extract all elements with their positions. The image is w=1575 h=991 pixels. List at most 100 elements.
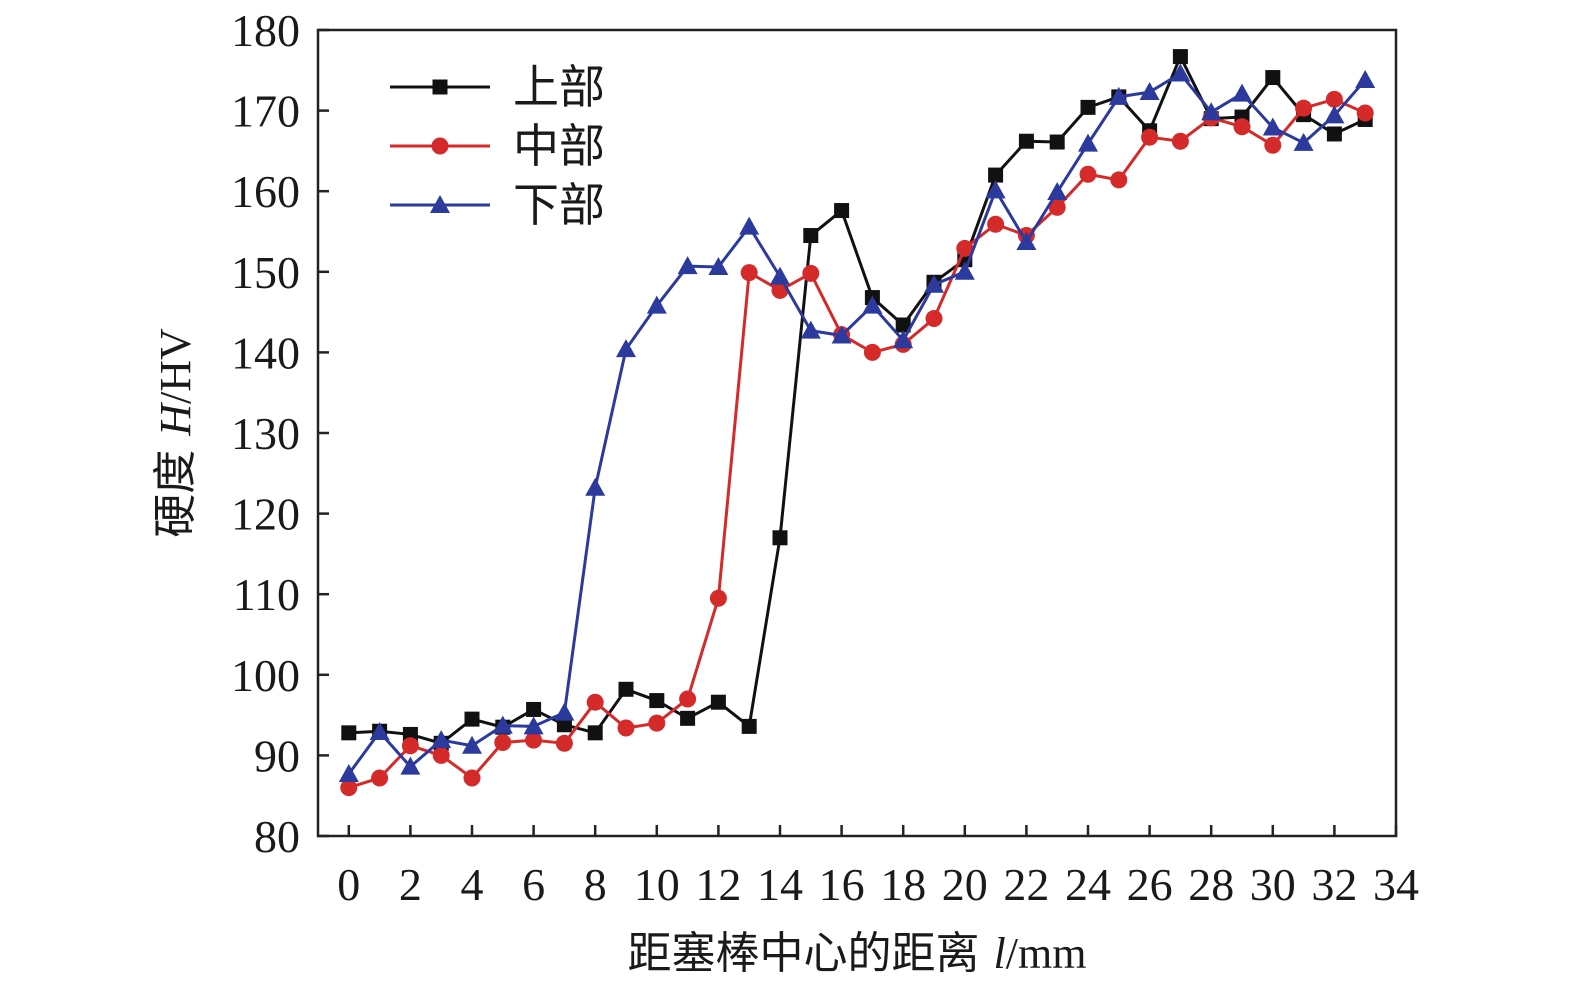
data-point <box>1016 231 1037 250</box>
y-tick-label: 170 <box>231 86 300 137</box>
x-tick-label: 12 <box>695 859 741 910</box>
data-point <box>710 694 726 710</box>
data-point <box>863 343 881 361</box>
data-point <box>525 731 543 749</box>
data-point <box>708 256 729 275</box>
data-point <box>893 330 914 349</box>
y-tick-label: 150 <box>231 247 300 298</box>
legend-marker <box>431 137 449 155</box>
legend-label: 上部 <box>513 60 605 114</box>
data-point <box>1080 99 1096 115</box>
data-point <box>1048 198 1066 216</box>
data-point <box>1139 82 1160 101</box>
data-point <box>1233 118 1251 136</box>
x-tick-label: 16 <box>819 859 865 910</box>
x-tick-label: 28 <box>1188 859 1234 910</box>
data-point <box>556 717 572 733</box>
data-point <box>338 763 359 782</box>
data-point <box>740 264 758 282</box>
x-tick-label: 20 <box>942 859 988 910</box>
data-point <box>680 710 696 726</box>
data-point <box>1110 171 1128 189</box>
x-tick-label: 18 <box>880 859 926 910</box>
data-point <box>956 239 974 257</box>
data-point <box>1265 70 1281 86</box>
series-line <box>348 55 1366 745</box>
x-axis-title-prefix: 距塞棒中心的距离 <box>628 928 994 979</box>
data-point <box>462 735 482 754</box>
series-line <box>348 97 1366 790</box>
y-axis-title-unit: /HV <box>151 328 200 404</box>
data-point <box>770 266 790 285</box>
data-point <box>648 714 666 732</box>
x-axis-title-var: l <box>994 929 1006 978</box>
data-point <box>1170 63 1191 82</box>
data-point <box>1078 133 1098 152</box>
data-point <box>431 730 452 749</box>
data-point <box>739 216 760 235</box>
data-point <box>492 715 513 734</box>
y-tick-label: 180 <box>231 5 300 56</box>
data-point <box>400 756 421 775</box>
y-tick-label: 140 <box>231 327 300 378</box>
data-point <box>617 719 635 737</box>
data-point <box>1355 69 1376 88</box>
data-point <box>834 203 850 219</box>
x-tick-label: 26 <box>1127 859 1173 910</box>
legend-label: 下部 <box>513 178 605 232</box>
legend-item: 中部 <box>390 119 605 173</box>
legend-marker <box>430 195 450 213</box>
series-3 <box>338 63 1376 782</box>
data-point <box>677 256 698 275</box>
data-point <box>341 725 357 741</box>
data-point <box>772 530 788 546</box>
series-1 <box>341 49 1373 751</box>
data-point <box>803 228 819 244</box>
data-point <box>523 716 544 735</box>
legend-item: 上部 <box>390 60 605 114</box>
y-tick-label: 100 <box>231 650 300 701</box>
data-point <box>895 317 911 333</box>
data-point <box>618 681 634 697</box>
series-line <box>347 72 1367 775</box>
x-tick-label: 8 <box>584 859 607 910</box>
data-point <box>954 261 975 280</box>
x-tick-label: 30 <box>1250 859 1296 910</box>
data-point <box>401 737 419 755</box>
y-axis-title-prefix: 硬度 <box>150 436 201 538</box>
axes: 0 2 4 6 8 10 12 14 16 18 20 22 24 26 28 30 32 34809010011… <box>231 5 1419 910</box>
data-point <box>1293 132 1314 151</box>
data-point <box>1326 126 1342 142</box>
y-tick-label: 110 <box>233 569 300 620</box>
data-point <box>526 701 542 717</box>
data-point <box>831 325 852 344</box>
y-tick-label: 120 <box>231 489 300 540</box>
data-point <box>925 310 943 328</box>
data-point <box>1172 49 1188 65</box>
y-tick-label: 130 <box>231 408 300 459</box>
data-point <box>463 769 481 787</box>
chart-marks <box>338 49 1376 797</box>
data-point <box>1201 102 1222 121</box>
data-point <box>987 215 1005 233</box>
y-axis-title: 硬度 H/HV <box>150 328 201 538</box>
x-tick-label: 22 <box>1003 859 1049 910</box>
y-tick-label: 90 <box>254 730 300 781</box>
data-point <box>1262 117 1283 136</box>
data-point <box>646 295 667 314</box>
data-point <box>1356 104 1374 122</box>
data-point <box>340 779 358 797</box>
data-point <box>616 339 636 358</box>
y-axis-title-var: H <box>151 402 200 437</box>
data-point <box>1325 90 1343 108</box>
legend-marker <box>432 79 448 95</box>
data-point <box>679 690 697 708</box>
data-point <box>1264 136 1282 154</box>
plot-area-frame <box>316 28 1398 838</box>
x-tick-label: 32 <box>1311 859 1357 910</box>
data-point <box>587 725 603 741</box>
x-tick-label: 4 <box>461 859 484 910</box>
x-tick-label: 14 <box>757 859 803 910</box>
data-point <box>988 167 1004 183</box>
